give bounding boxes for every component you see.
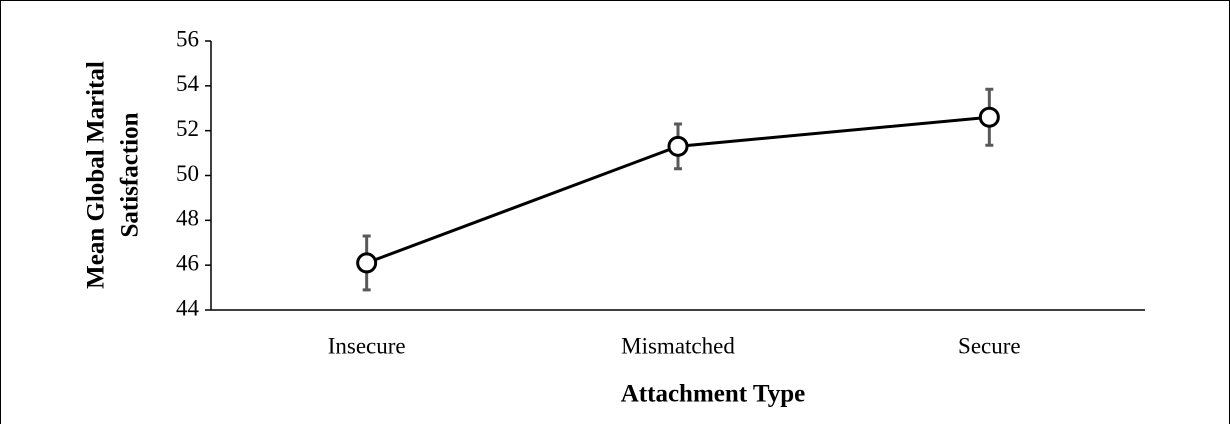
x-tick-label: Mismatched: [621, 333, 735, 358]
y-tick-label: 56: [176, 26, 199, 51]
marker: [978, 106, 1000, 128]
y-tick-label: 54: [176, 71, 200, 96]
x-tick-label: Insecure: [328, 333, 406, 358]
marker: [667, 135, 689, 157]
marker: [356, 252, 378, 274]
y-tick-label: 50: [176, 161, 199, 186]
x-axis-label: Attachment Type: [621, 381, 805, 408]
y-tick-label: 48: [176, 206, 199, 231]
y-tick-label: 46: [176, 250, 199, 275]
y-tick-label: 44: [176, 295, 200, 320]
y-tick-label: 52: [176, 116, 199, 141]
y-axis-label: Satisfaction: [117, 112, 144, 237]
y-axis-label: Mean Global Marital: [83, 61, 110, 289]
x-tick-label: Secure: [958, 333, 1021, 358]
